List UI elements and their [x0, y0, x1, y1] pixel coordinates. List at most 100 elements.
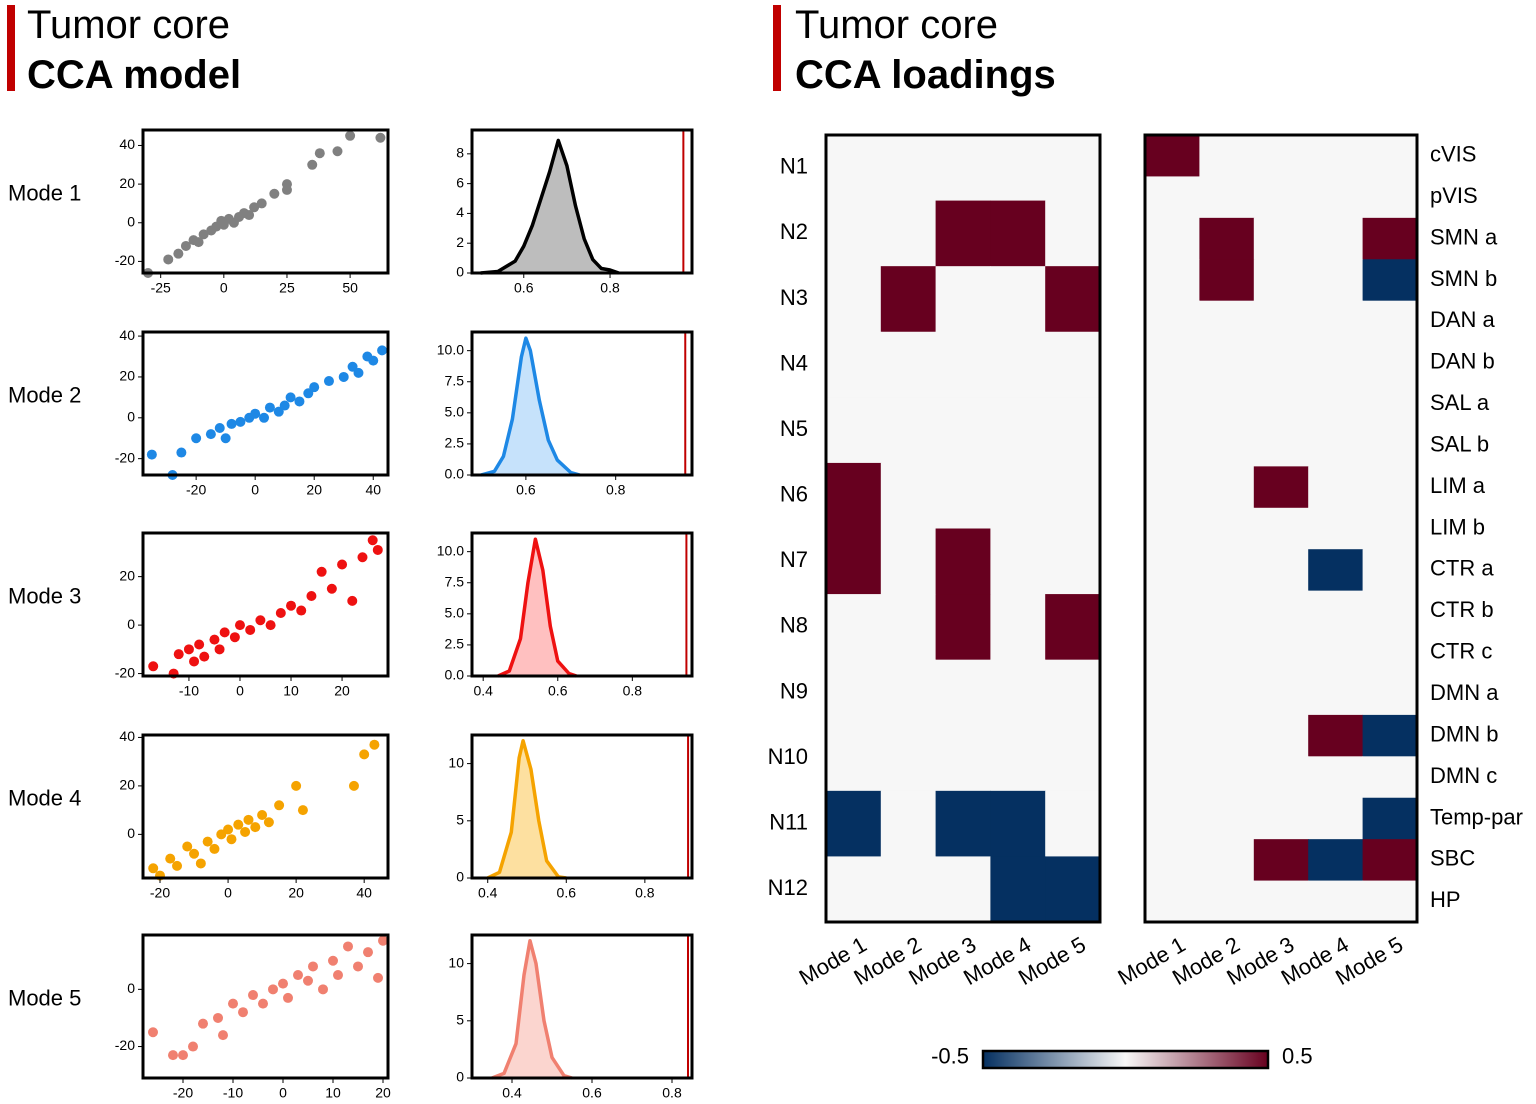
heat-cell [1145, 176, 1200, 219]
y-tick-label: 2 [456, 234, 464, 250]
panel-title: Tumor core [27, 3, 230, 47]
point [369, 739, 380, 750]
heat-cell [1253, 714, 1309, 757]
heat-cell [1253, 176, 1309, 219]
point [189, 656, 200, 667]
y-tick-label: 4 [456, 204, 464, 220]
mode-label: Mode 5 [8, 985, 81, 1010]
heat-cell [1308, 300, 1364, 343]
point [294, 396, 305, 407]
point [168, 1050, 178, 1061]
heat-cell [990, 266, 1046, 333]
point [205, 429, 216, 440]
x-tick-label: 0.6 [548, 683, 568, 699]
x-tick-label: 0.4 [478, 885, 498, 901]
heat-cell [1362, 880, 1418, 923]
point [274, 800, 285, 811]
x-tick-label: 50 [342, 280, 358, 296]
heat-cell [1145, 383, 1200, 426]
heat-cell [1308, 507, 1364, 550]
heat-cell [826, 462, 882, 529]
panel-subtitle: CCA loadings [795, 53, 1056, 97]
heat-cell [1362, 756, 1418, 799]
heat-cell [880, 331, 937, 398]
heat-cell [990, 200, 1046, 267]
row-label: N10 [768, 744, 808, 769]
heat-cell [1253, 383, 1309, 426]
panel-subtitle: CCA model [27, 53, 241, 97]
x-tick-label: 0.8 [600, 280, 620, 296]
row-label: DAN b [1430, 349, 1495, 374]
point [378, 935, 388, 946]
row-label: DMN b [1430, 721, 1498, 746]
heat-cell [1253, 424, 1309, 467]
point [240, 826, 251, 837]
point [348, 780, 359, 791]
point [293, 970, 303, 981]
heat-cell [1253, 549, 1309, 592]
heat-cell [1045, 331, 1101, 398]
heat-cell [1199, 466, 1255, 509]
row-label: SMN a [1430, 224, 1498, 249]
plot-frame [1143, 133, 1419, 924]
heat-cell [1045, 397, 1101, 464]
heat-cell [1362, 590, 1418, 633]
plot-frame [141, 531, 390, 678]
x-tick-label: -10 [223, 1085, 243, 1101]
y-tick-label: 2.5 [445, 435, 465, 451]
plot-frame [141, 733, 390, 880]
points [148, 935, 388, 1061]
heat-cell [1145, 217, 1200, 260]
x-tick-label: 0.6 [514, 280, 534, 296]
y-tick-label: 0 [456, 869, 464, 885]
y-tick-label: 20 [119, 175, 135, 191]
row-label: N3 [780, 285, 808, 310]
heat-cell [1199, 673, 1255, 716]
heat-cell [826, 725, 882, 792]
heat-cell [826, 659, 882, 726]
point [367, 535, 378, 546]
y-tick-label: 5.0 [445, 605, 465, 621]
heat-cell [1199, 797, 1255, 840]
point [278, 978, 288, 989]
point [198, 1018, 208, 1029]
heat-cell [1145, 797, 1200, 840]
heat-cell [1145, 259, 1200, 302]
point [326, 583, 337, 594]
y-tick-label: 5 [456, 812, 464, 828]
heat-cell [935, 266, 991, 333]
heat-cell [1199, 714, 1255, 757]
heat-cell [990, 594, 1046, 661]
y-tick-label: 6 [456, 174, 464, 190]
heat-cell [1045, 266, 1101, 333]
y-tick-label: 40 [119, 728, 135, 744]
row-label: N9 [780, 678, 808, 703]
heat-cell [880, 659, 937, 726]
point [323, 376, 334, 387]
row-label: N1 [780, 154, 808, 179]
heat-cell [990, 528, 1046, 595]
point [264, 402, 275, 413]
point [234, 620, 245, 631]
heat-cell [880, 790, 937, 857]
point [250, 822, 261, 833]
y-tick-label: 2.5 [445, 636, 465, 652]
point [345, 130, 356, 141]
point [263, 817, 274, 828]
row-label: DMN a [1430, 680, 1499, 705]
points [148, 739, 380, 881]
point [214, 423, 225, 434]
y-tick-label: 8 [456, 145, 464, 161]
row-label: N12 [768, 875, 808, 900]
y-tick-label: 20 [119, 777, 135, 793]
heat-cell [1308, 466, 1364, 509]
heat-cell [1045, 135, 1101, 202]
heat-cell [1362, 383, 1418, 426]
heat-cell [1362, 217, 1418, 260]
y-tick-label: -20 [115, 252, 135, 268]
point [258, 998, 268, 1009]
heat-cell [1362, 135, 1418, 177]
y-tick-label: 10 [448, 954, 464, 970]
point [314, 148, 325, 159]
heat-cell [1308, 632, 1364, 674]
